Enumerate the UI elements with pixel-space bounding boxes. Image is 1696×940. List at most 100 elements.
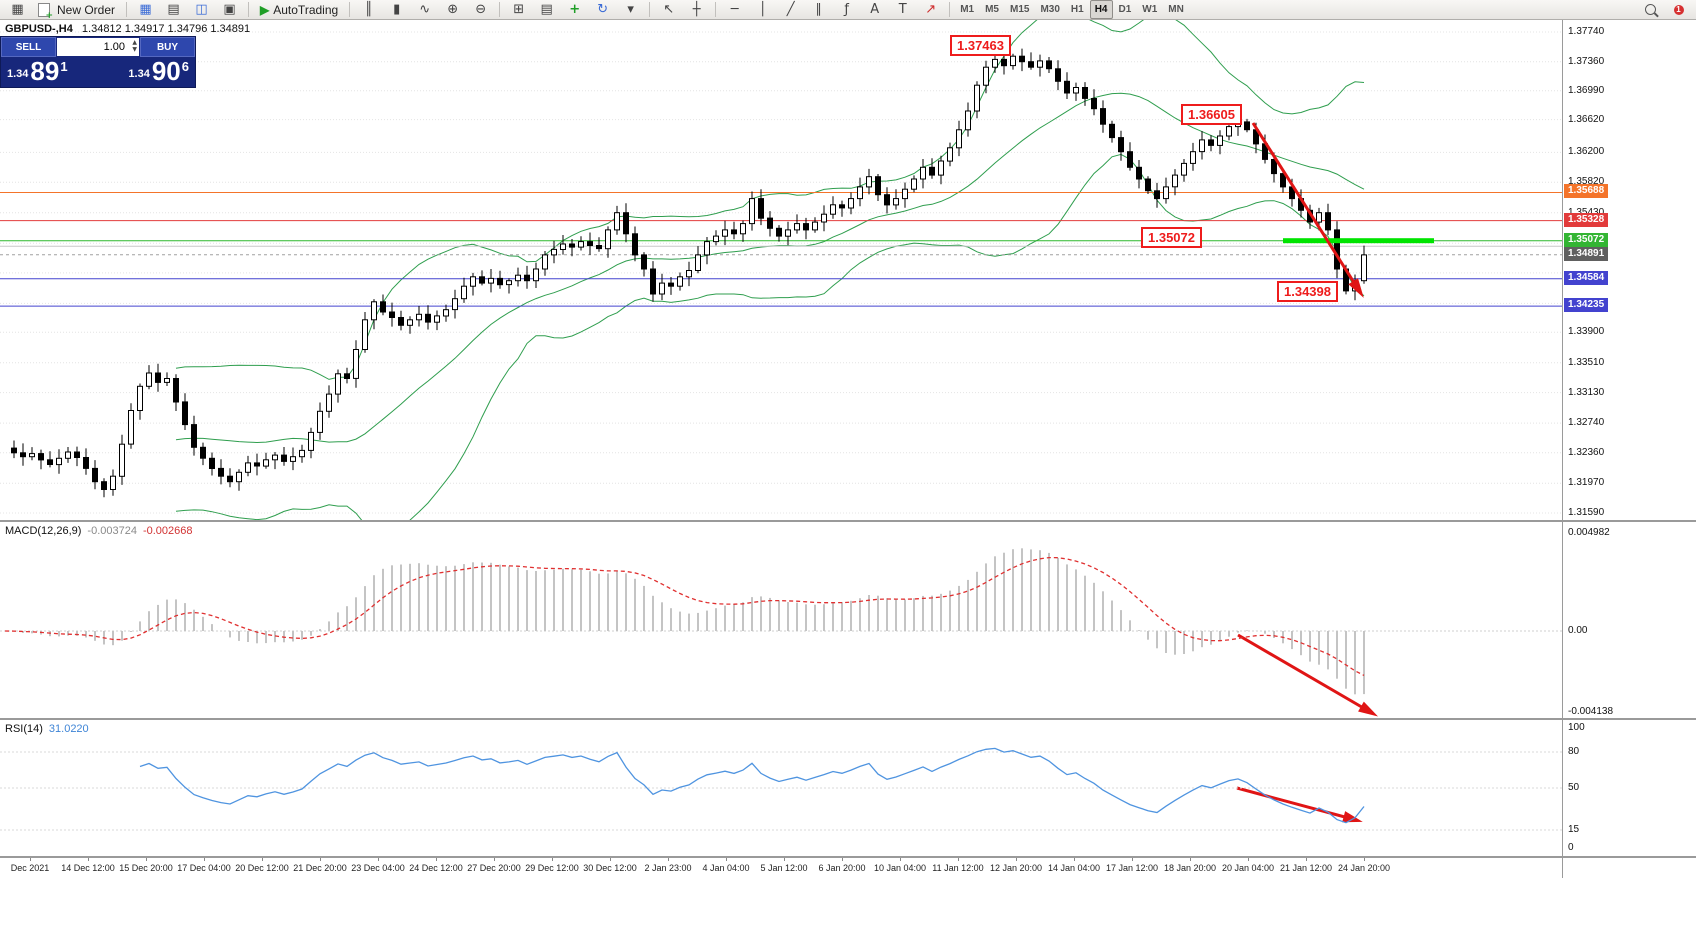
price-chart-canvas[interactable]: [0, 20, 1562, 520]
rsi-panel[interactable]: RSI(14) 31.0220: [0, 720, 1562, 856]
main-chart-panel[interactable]: GBPUSD-,H4 1.34812 1.34917 1.34796 1.348…: [0, 20, 1562, 520]
cursor-icon[interactable]: ↖: [663, 2, 675, 17]
search-icon[interactable]: [1637, 0, 1664, 19]
bar-chart-icon[interactable]: ║: [364, 2, 373, 17]
timeframe-w1[interactable]: W1: [1142, 4, 1158, 15]
price-grid: [0, 31, 1562, 514]
chart-title: GBPUSD-,H4 1.34812 1.34917 1.34796 1.348…: [5, 23, 250, 35]
zoom-in-icon[interactable]: ⊕: [447, 2, 459, 17]
time-label: 23 Dec 04:00: [351, 863, 405, 873]
macd-axis-label: -0.004138: [1568, 706, 1614, 718]
buy-button[interactable]: BUY: [140, 37, 195, 57]
price-annotation-label[interactable]: 1.35072: [1141, 227, 1202, 248]
zoom-out-icon[interactable]: ⊖: [475, 2, 487, 17]
bid-price: 1.34 89 1: [7, 56, 68, 86]
market-watch-icon[interactable]: ▦: [139, 2, 152, 17]
macd-axis-label: 0.00: [1568, 625, 1588, 636]
data-window-icon[interactable]: ▤: [167, 2, 180, 17]
timeframe-m5[interactable]: M5: [985, 4, 999, 15]
tile-windows-icon[interactable]: ⊞: [513, 2, 525, 17]
label-tool-icon[interactable]: T: [898, 2, 907, 17]
toolbar-divider: [126, 2, 128, 17]
price-tick: 1.32360: [1568, 446, 1605, 458]
panel-separator[interactable]: [0, 520, 1696, 522]
autotrading-button[interactable]: ▶ AutoTrading: [260, 2, 339, 17]
green-level-segment[interactable]: [1283, 238, 1434, 244]
timeframe-mn[interactable]: MN: [1168, 4, 1184, 15]
price-annotation-label[interactable]: 1.34398: [1277, 281, 1338, 302]
candlestick-chart-icon[interactable]: ▮: [393, 2, 401, 17]
time-label: 6 Jan 20:00: [818, 863, 866, 873]
price-badge: 1.34584: [1564, 270, 1609, 285]
price-tick: 1.37740: [1568, 26, 1605, 37]
panel-separator[interactable]: [0, 718, 1696, 720]
cascade-windows-icon[interactable]: ▤: [540, 2, 553, 17]
time-label: 10 Jan 04:00: [873, 863, 927, 873]
text-tool-icon[interactable]: A: [870, 2, 880, 17]
timeframe-m30[interactable]: M30: [1040, 4, 1060, 15]
macd-panel[interactable]: MACD(12,26,9) -0.003724 -0.002668: [0, 522, 1562, 718]
toolbar-divider: [499, 2, 501, 17]
time-axis[interactable]: Dec 2021 14 Dec 12:00 15 Dec 20:00 17 Dec 0…: [0, 858, 1696, 878]
price-annotation-label[interactable]: 1.36605: [1181, 104, 1242, 125]
price-tick: 1.31590: [1568, 507, 1605, 518]
time-label: 29 Dec 12:00: [525, 863, 579, 873]
volume-stepper[interactable]: ▲ ▼: [132, 39, 137, 53]
macd-axis: 0.004982 0.00 -0.004138: [1563, 522, 1696, 718]
rsi-axis-label: 15: [1568, 824, 1580, 835]
sell-button[interactable]: SELL: [1, 37, 56, 57]
app-icon: ▦: [11, 2, 24, 17]
terminal-icon[interactable]: ▣: [223, 2, 236, 17]
price-tick: 1.36990: [1568, 84, 1605, 96]
trend-arrow[interactable]: [1236, 786, 1363, 823]
alert-icon[interactable]: 1: [1665, 0, 1692, 19]
symbol-timeframe: GBPUSD-,H4: [5, 23, 73, 35]
timeframe-m15[interactable]: M15: [1010, 4, 1030, 15]
time-tick: [1016, 858, 1017, 861]
macd-histogram: [13, 548, 1365, 695]
price-tick: 1.33900: [1568, 326, 1605, 338]
time-tick: [1132, 858, 1133, 861]
arrow-tool-icon[interactable]: ↗: [925, 2, 937, 17]
trendline-tool-icon[interactable]: ╱: [786, 2, 795, 17]
line-chart-icon[interactable]: ∿: [419, 2, 431, 17]
time-label: 15 Dec 20:00: [119, 863, 173, 873]
time-tick: [900, 858, 901, 861]
timeframe-h4[interactable]: H4: [1089, 0, 1113, 19]
timeframe-m1[interactable]: M1: [960, 4, 975, 15]
time-tick: [784, 858, 785, 861]
time-label: 24 Dec 12:00: [409, 863, 463, 873]
time-tick: [494, 858, 495, 861]
macd-axis-label: 0.004982: [1568, 526, 1610, 538]
price-badge: 1.35688: [1564, 184, 1609, 199]
trend-arrow[interactable]: [1251, 122, 1364, 298]
rsi-canvas[interactable]: [0, 720, 1562, 856]
time-label: 12 Jan 20:00: [989, 863, 1043, 873]
channel-tool-icon[interactable]: ∥: [815, 2, 822, 17]
crosshair-icon[interactable]: ┼: [692, 2, 701, 17]
volume-input[interactable]: [57, 40, 139, 54]
new-order-button[interactable]: New Order: [32, 0, 121, 21]
time-label: 2 Jan 23:00: [644, 863, 692, 873]
time-tick: [1190, 858, 1191, 861]
navigator-icon[interactable]: ◫: [195, 2, 208, 17]
horizontal-line-tool-icon[interactable]: ─: [730, 2, 739, 17]
timeframe-h1[interactable]: H1: [1070, 4, 1084, 15]
price-badge: 1.34235: [1564, 298, 1609, 313]
price-tick: 1.36200: [1568, 146, 1605, 158]
price-annotation-label[interactable]: 1.37463: [950, 35, 1011, 56]
cycle-icon[interactable]: ↻: [597, 2, 609, 17]
timeframe-d1[interactable]: D1: [1118, 4, 1132, 15]
macd-canvas[interactable]: [0, 522, 1562, 718]
fibonacci-tool-icon[interactable]: ƒ: [844, 2, 849, 17]
time-tick: [204, 858, 205, 861]
time-tick: [610, 858, 611, 861]
vertical-line-tool-icon[interactable]: │: [758, 2, 767, 17]
add-indicator-icon[interactable]: +: [569, 2, 581, 17]
volume-field[interactable]: ▲▼: [57, 38, 139, 56]
trend-arrow[interactable]: [1237, 633, 1379, 717]
rsi-axis-label: 50: [1568, 782, 1580, 793]
templates-dropdown-icon[interactable]: ▾: [627, 2, 634, 17]
time-tick: [958, 858, 959, 861]
